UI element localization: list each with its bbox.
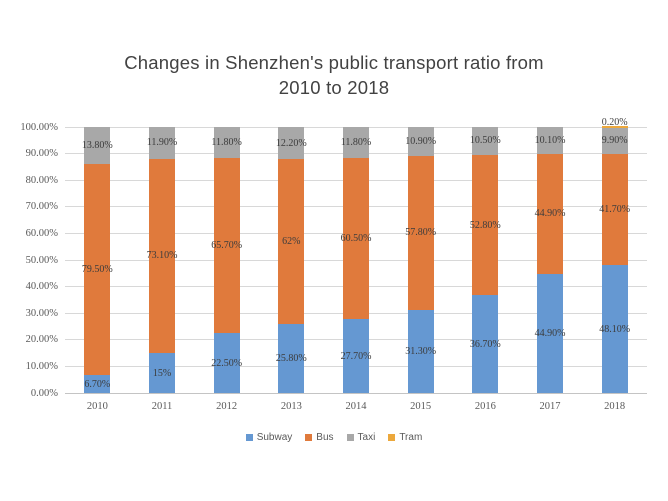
data-label-tram-2018: 0.20% — [601, 116, 628, 128]
data-label-taxi-2016: 10.50% — [469, 135, 501, 147]
y-tick-label: 30.00% — [25, 307, 58, 319]
x-tick-label-2018: 2018 — [604, 401, 626, 412]
data-label-bus-2018: 41.70% — [599, 204, 631, 216]
data-label-bus-2014: 60.50% — [340, 233, 372, 245]
bar-segment-subway-2015 — [407, 309, 434, 393]
bar-segment-subway-2013 — [278, 324, 305, 393]
legend-item-taxi: Taxi — [346, 431, 376, 443]
bar-segment-subway-2010 — [84, 375, 111, 393]
data-label-taxi-2013: 12.20% — [275, 137, 307, 149]
bar-segment-bus-2010 — [84, 163, 111, 376]
bar-segment-bus-2017 — [537, 154, 563, 274]
data-label-taxi-2018: 9.90% — [601, 135, 628, 147]
data-label-taxi-2011: 11.90% — [146, 137, 178, 149]
data-label-bus-2012: 65.70% — [211, 240, 243, 252]
data-label-taxi-2015: 10.90% — [405, 135, 437, 147]
chart-title: Changes in Shenzhen's public transport r… — [0, 50, 668, 100]
bar-segment-subway-2011 — [149, 353, 175, 393]
legend-swatch-taxi — [346, 433, 354, 441]
bar-segment-taxi-2018 — [601, 127, 628, 155]
legend-label-tram: Tram — [399, 431, 423, 443]
x-tick-label-2015: 2015 — [410, 401, 432, 412]
legend-label-bus: Bus — [316, 431, 334, 443]
x-tick-label-2017: 2017 — [539, 401, 561, 412]
bar-segment-bus-2011 — [149, 158, 175, 354]
legend-item-bus: Bus — [305, 431, 334, 443]
bar-segment-taxi-2014 — [343, 127, 369, 159]
bar-segment-subway-2016 — [472, 295, 499, 393]
y-tick-label: 90.00% — [25, 148, 58, 160]
y-tick-label: 40.00% — [25, 281, 58, 293]
x-tick-label-2010: 2010 — [86, 401, 108, 412]
bar-segment-taxi-2013 — [278, 127, 305, 160]
bar-segment-taxi-2016 — [472, 127, 499, 155]
y-tick-label: 10.00% — [25, 360, 58, 372]
data-label-subway-2011: 15% — [152, 367, 172, 379]
y-tick-label: 60.00% — [25, 227, 58, 239]
y-tick-label: 70.00% — [25, 201, 58, 213]
x-tick-label-2012: 2012 — [216, 401, 238, 412]
data-label-bus-2010: 79.50% — [81, 263, 113, 275]
legend-item-tram: Tram — [388, 432, 422, 443]
bar-segment-bus-2012 — [213, 158, 240, 334]
data-label-subway-2012: 22.50% — [211, 357, 243, 369]
bar-segment-taxi-2017 — [537, 127, 563, 155]
y-tick-label: 80.00% — [25, 174, 58, 186]
data-label-subway-2018: 48.10% — [599, 323, 631, 335]
data-label-subway-2015: 31.30% — [405, 345, 437, 357]
data-label-subway-2013: 25.80% — [275, 353, 307, 365]
bar-segment-bus-2015 — [407, 155, 434, 310]
bar-segment-bus-2013 — [278, 159, 305, 325]
bar-segment-bus-2016 — [472, 154, 499, 296]
x-tick-label-2016: 2016 — [474, 401, 496, 412]
data-label-subway-2017: 44.90% — [534, 327, 566, 339]
plot-area: 6.70% 79.50% 13.80% 15% 73.10% 11.90% 22.50% 65… — [65, 117, 647, 394]
bar-segment-taxi-2012 — [213, 127, 240, 159]
y-tick-label: 20.00% — [25, 334, 58, 346]
data-label-bus-2015: 57.80% — [405, 227, 437, 239]
bar-segment-bus-2014 — [343, 158, 369, 320]
data-label-bus-2011: 73.10% — [146, 250, 178, 262]
data-label-taxi-2017: 10.10% — [534, 135, 566, 147]
bar-segment-subway-2017 — [537, 273, 563, 393]
y-tick-label: 50.00% — [25, 254, 58, 266]
legend-label-taxi: Taxi — [357, 431, 376, 443]
legend-label-subway: Subway — [256, 431, 293, 443]
legend-item-subway: Subway — [245, 431, 293, 443]
bar-segment-taxi-2011 — [149, 127, 175, 159]
chart-title-line2: 2010 to 2018 — [278, 77, 390, 98]
x-tick-label-2011: 2011 — [151, 401, 173, 412]
chart-title-line1: Changes in Shenzhen's public transport r… — [124, 52, 544, 73]
data-label-subway-2010: 6.70% — [84, 378, 111, 390]
bar-segment-taxi-2010 — [84, 127, 111, 164]
x-tick-label-2013: 2013 — [280, 401, 302, 412]
legend: Subway Bus Taxi Tram — [0, 430, 668, 444]
bar-segment-subway-2014 — [343, 319, 369, 393]
data-label-subway-2016: 36.70% — [469, 338, 501, 350]
x-axis-line — [65, 392, 647, 394]
legend-swatch-bus — [305, 433, 313, 441]
legend-swatch-tram — [388, 433, 396, 441]
bar-segment-subway-2012 — [213, 333, 240, 393]
data-label-bus-2013: 62% — [282, 236, 301, 248]
y-tick-label: 0.00% — [30, 387, 58, 399]
data-label-taxi-2012: 11.80% — [211, 137, 242, 149]
data-label-subway-2014: 27.70% — [340, 350, 372, 362]
data-label-taxi-2010: 13.80% — [81, 139, 113, 151]
bar-segment-subway-2018 — [601, 265, 628, 393]
bar-segment-taxi-2015 — [407, 127, 434, 156]
data-label-taxi-2014: 11.80% — [340, 137, 372, 149]
x-tick-label-2014: 2014 — [345, 401, 367, 412]
data-label-bus-2017: 44.90% — [534, 208, 566, 220]
bar-segment-tram-2018 — [601, 126, 628, 129]
y-tick-label: 100.00% — [20, 121, 58, 133]
bar-segment-bus-2018 — [601, 154, 628, 266]
legend-swatch-subway — [245, 433, 253, 441]
data-label-bus-2016: 52.80% — [469, 219, 501, 231]
